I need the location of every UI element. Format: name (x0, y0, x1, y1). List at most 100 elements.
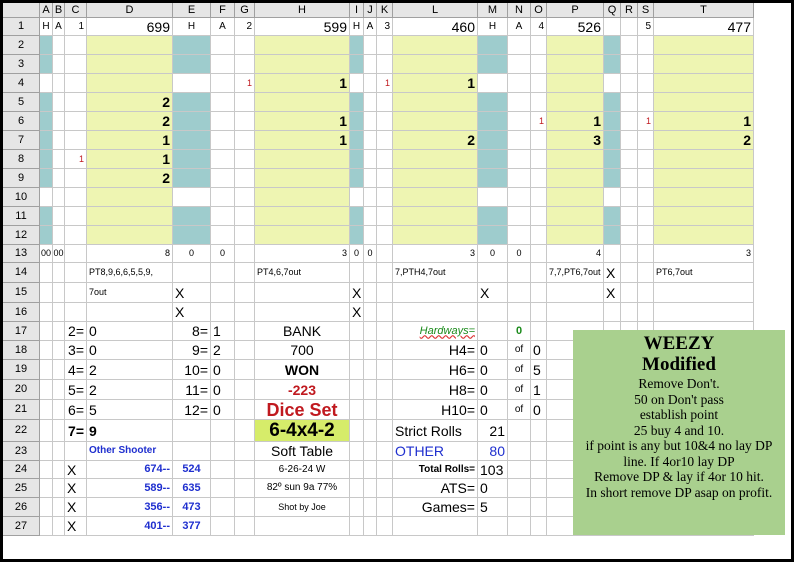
cell-p14[interactable]: 7,7,PT6,7out (547, 263, 604, 283)
cell-j22[interactable] (364, 420, 377, 442)
cell-t3[interactable] (654, 55, 754, 74)
cell-p3[interactable] (547, 55, 604, 74)
cell-d25[interactable]: 589-- (87, 479, 173, 498)
cell-c17[interactable]: 2= (65, 322, 87, 341)
cell-r2[interactable] (621, 36, 638, 55)
cell-f3[interactable] (211, 55, 235, 74)
cell-d10[interactable] (87, 188, 173, 207)
cell-c23[interactable] (65, 442, 87, 461)
column-header-k[interactable]: K (377, 3, 393, 18)
cell-r3[interactable] (621, 55, 638, 74)
cell-n25[interactable] (508, 479, 531, 498)
cell-o9[interactable] (531, 169, 547, 188)
cell-j25[interactable] (364, 479, 377, 498)
column-header-l[interactable]: L (393, 3, 478, 18)
row-header-17[interactable]: 17 (3, 322, 40, 341)
cell-d11[interactable] (87, 207, 173, 226)
cell-n10[interactable] (508, 188, 531, 207)
cell-i16[interactable]: X (350, 303, 364, 322)
cell-g1[interactable]: 2 (235, 18, 255, 36)
cell-d22[interactable]: 9 (87, 420, 173, 442)
cell-g24[interactable] (235, 461, 255, 479)
cell-t9[interactable] (654, 169, 754, 188)
cell-p11[interactable] (547, 207, 604, 226)
cell-a9[interactable] (40, 169, 53, 188)
column-header-g[interactable]: G (235, 3, 255, 18)
cell-h18[interactable]: 700 (255, 341, 350, 360)
cell-f26[interactable] (211, 498, 235, 517)
column-header-b[interactable]: B (53, 3, 65, 18)
cell-q11[interactable] (604, 207, 621, 226)
cell-t10[interactable] (654, 188, 754, 207)
cell-r15[interactable] (621, 283, 638, 303)
cell-o14[interactable] (531, 263, 547, 283)
cell-a3[interactable] (40, 55, 53, 74)
cell-j17[interactable] (364, 322, 377, 341)
cell-k20[interactable] (377, 380, 393, 400)
row-header-1[interactable]: 1 (3, 18, 40, 36)
cell-t12[interactable] (654, 226, 754, 245)
cell-h12[interactable] (255, 226, 350, 245)
cell-e19[interactable]: 10= (173, 360, 211, 380)
cell-d8[interactable]: 1 (87, 150, 173, 169)
cell-d15[interactable]: 7out (87, 283, 173, 303)
cell-f8[interactable] (211, 150, 235, 169)
cell-i21[interactable] (350, 400, 364, 420)
row-header-5[interactable]: 5 (3, 93, 40, 112)
cell-i4[interactable] (350, 74, 364, 93)
cell-n19[interactable]: of (508, 360, 531, 380)
cell-r8[interactable] (621, 150, 638, 169)
cell-l4[interactable]: 1 (393, 74, 478, 93)
cell-o21[interactable]: 0 (531, 400, 547, 420)
cell-n2[interactable] (508, 36, 531, 55)
cell-b14[interactable] (53, 263, 65, 283)
cell-i9[interactable] (350, 169, 364, 188)
cell-m5[interactable] (478, 93, 508, 112)
cell-f13[interactable]: 0 (211, 245, 235, 263)
cell-c18[interactable]: 3= (65, 341, 87, 360)
cell-c3[interactable] (65, 55, 87, 74)
cell-q3[interactable] (604, 55, 621, 74)
cell-a12[interactable] (40, 226, 53, 245)
cell-r16[interactable] (621, 303, 638, 322)
cell-j26[interactable] (364, 498, 377, 517)
cell-l12[interactable] (393, 226, 478, 245)
cell-t15[interactable] (654, 283, 754, 303)
column-header-t[interactable]: T (654, 3, 754, 18)
cell-q9[interactable] (604, 169, 621, 188)
cell-k12[interactable] (377, 226, 393, 245)
cell-o23[interactable] (531, 442, 547, 461)
cell-o19[interactable]: 5 (531, 360, 547, 380)
cell-k9[interactable] (377, 169, 393, 188)
cell-n4[interactable] (508, 74, 531, 93)
cell-m20[interactable]: 0 (478, 380, 508, 400)
cell-g7[interactable] (235, 131, 255, 150)
cell-h25[interactable]: 82º sun 9a 77% (255, 479, 350, 498)
cell-e14[interactable] (173, 263, 211, 283)
strategy-note-box[interactable]: WEEZY Modified Remove Don't. 50 on Don't… (573, 330, 785, 535)
cell-b9[interactable] (53, 169, 65, 188)
cell-b15[interactable] (53, 283, 65, 303)
cell-m25[interactable]: 0 (478, 479, 508, 498)
column-header-e[interactable]: E (173, 3, 211, 18)
row-header-3[interactable]: 3 (3, 55, 40, 74)
cell-h21[interactable]: Dice Set (255, 400, 350, 420)
cell-i14[interactable] (350, 263, 364, 283)
cell-m1[interactable]: H (478, 18, 508, 36)
cell-f5[interactable] (211, 93, 235, 112)
cell-o8[interactable] (531, 150, 547, 169)
cell-f11[interactable] (211, 207, 235, 226)
cell-m6[interactable] (478, 112, 508, 131)
cell-d5[interactable]: 2 (87, 93, 173, 112)
cell-s8[interactable] (638, 150, 654, 169)
cell-i12[interactable] (350, 226, 364, 245)
cell-m9[interactable] (478, 169, 508, 188)
cell-f23[interactable] (211, 442, 235, 461)
cell-b6[interactable] (53, 112, 65, 131)
cell-i27[interactable] (350, 517, 364, 536)
cell-f20[interactable]: 0 (211, 380, 235, 400)
cell-i17[interactable] (350, 322, 364, 341)
cell-l19[interactable]: H6= (393, 360, 478, 380)
cell-d12[interactable] (87, 226, 173, 245)
cell-b18[interactable] (53, 341, 65, 360)
